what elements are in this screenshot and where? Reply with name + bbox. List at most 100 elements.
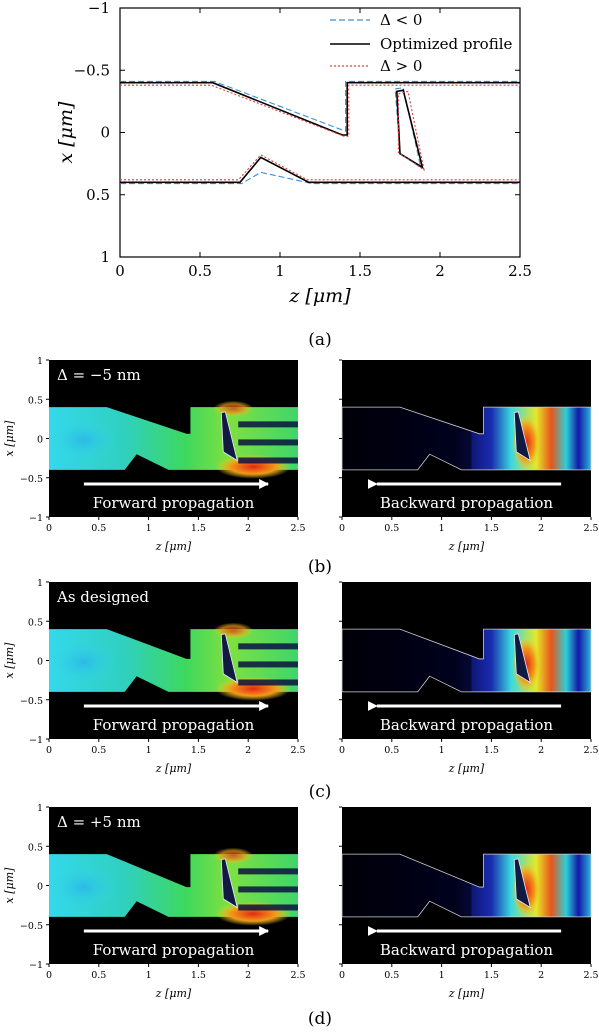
y-axis-label: x [μm]	[3, 420, 16, 457]
field-cold-spot	[49, 865, 118, 910]
profile-top-edge-1	[120, 81, 520, 136]
legend-label: Optimized profile	[380, 35, 513, 53]
profile-bottom-edge-1	[120, 156, 520, 184]
x-tick-label: 1	[275, 262, 285, 280]
x-tick-label: 1.5	[191, 970, 206, 981]
y-tick-label: 1	[100, 248, 110, 266]
y-tick-label: −1	[88, 0, 110, 17]
forward-label: Forward propagation	[93, 716, 255, 734]
x-tick-label: 2	[538, 523, 544, 534]
field-hot-spot	[213, 400, 254, 417]
x-tick-label: 0.5	[384, 523, 399, 534]
pillar-outline	[513, 411, 531, 462]
pillar-outline	[220, 858, 238, 909]
x-tick-label: 0	[46, 523, 52, 534]
x-tick-label: 0	[339, 523, 345, 534]
x-tick-label: 1	[146, 970, 152, 981]
legend-label: Δ < 0	[380, 11, 422, 29]
x-tick-label: 2	[538, 970, 544, 981]
x-tick-label: 1.5	[484, 970, 499, 981]
x-tick-label: 1.5	[191, 745, 206, 756]
y-tick-label: 0.5	[28, 395, 43, 406]
pillar-outline	[513, 633, 531, 684]
field-node-band	[238, 439, 298, 446]
field-dark-region	[342, 629, 472, 692]
x-tick-label: 1.5	[348, 262, 372, 280]
x-axis-label: z [μm]	[448, 762, 485, 775]
y-axis-label: x [μm]	[3, 642, 16, 679]
y-tick-label: 0	[100, 124, 110, 142]
field-node-band	[238, 661, 298, 668]
chart-field-minus5: 0 0.5 1 1.5 2 2.5z [μm]10.50−0.5−1x [μm]Δ = −…	[3, 356, 599, 553]
x-tick-label: 2	[245, 970, 251, 981]
waveguide-outline	[341, 853, 592, 918]
x-tick-label: 0.5	[91, 523, 106, 534]
y-tick-label: 1	[37, 578, 43, 589]
x-tick-label: 1.5	[484, 523, 499, 534]
panel-annotation: Δ = +5 nm	[57, 813, 141, 831]
x-axis-label: z [μm]	[155, 762, 192, 775]
field-node-band	[238, 868, 298, 875]
x-axis-label: z [μm]	[155, 987, 192, 1000]
backward-label: Backward propagation	[380, 941, 554, 959]
x-tick-label: 1	[439, 745, 445, 756]
x-tick-label: 2.5	[290, 745, 305, 756]
pillar-outline	[220, 411, 238, 462]
panel-annotation: As designed	[56, 588, 149, 606]
pillar-outline	[513, 858, 531, 909]
x-tick-label: 1	[439, 523, 445, 534]
profile-top-edge-0	[120, 80, 520, 133]
y-tick-label: 0	[37, 882, 43, 893]
x-tick-label: 2	[538, 745, 544, 756]
pillar-outline	[220, 633, 238, 684]
x-tick-label: 2.5	[508, 262, 532, 280]
x-axis-label: z [μm]	[448, 540, 485, 553]
field-node-band	[238, 457, 298, 464]
y-tick-label: −1	[29, 960, 43, 971]
x-tick-label: 2	[435, 262, 445, 280]
y-tick-label: 0.5	[28, 617, 43, 628]
field-node-band	[238, 421, 298, 428]
profile-bottom-edge-2	[120, 154, 520, 181]
x-tick-label: 0.5	[384, 745, 399, 756]
field-dark-region	[342, 407, 472, 470]
backward-label: Backward propagation	[380, 716, 554, 734]
y-axis-label: x [μm]	[3, 867, 16, 904]
y-tick-label: 0.5	[28, 842, 43, 853]
field-hot-spot	[213, 622, 254, 639]
x-tick-label: 0.5	[91, 970, 106, 981]
field-node-band	[238, 904, 298, 911]
y-tick-label: −0.5	[74, 61, 110, 79]
panel-caption: (b)	[308, 557, 332, 577]
chart-profile: 0 0.5 1 1.5 2 2.5−1−0.500.51z [μm]x [μm]Δ < 0…	[55, 0, 532, 307]
x-tick-label: 0	[115, 262, 125, 280]
x-tick-label: 0	[339, 745, 345, 756]
field-cold-spot	[49, 418, 118, 463]
panel-annotation: Δ = −5 nm	[57, 366, 141, 384]
chart-field-designed: 0 0.5 1 1.5 2 2.5z [μm]10.50−0.5−1x [μm]As de…	[3, 578, 599, 775]
field-hot-spot	[213, 847, 254, 864]
field-node-band	[238, 643, 298, 650]
y-tick-label: −1	[29, 735, 43, 746]
x-tick-label: 0.5	[384, 970, 399, 981]
x-axis-label: z [μm]	[288, 285, 351, 307]
y-tick-label: 0	[37, 435, 43, 446]
x-axis-label: z [μm]	[155, 540, 192, 553]
x-tick-label: 1.5	[191, 523, 206, 534]
x-tick-label: 2.5	[583, 523, 598, 534]
x-tick-label: 0	[46, 970, 52, 981]
field-node-band	[238, 886, 298, 893]
y-axis-label: x [μm]	[55, 101, 77, 164]
x-tick-label: 2.5	[290, 523, 305, 534]
waveguide-outline	[341, 406, 592, 471]
y-tick-label: 1	[37, 356, 43, 367]
x-tick-label: 1	[146, 745, 152, 756]
profile-bottom-edge-0	[120, 171, 520, 185]
x-tick-label: 0.5	[188, 262, 212, 280]
waveguide-outline	[341, 628, 592, 693]
x-tick-label: 0	[46, 745, 52, 756]
x-tick-label: 1.5	[484, 745, 499, 756]
profile-top-edge-2	[120, 84, 520, 137]
chart-field-plus5: 0 0.5 1 1.5 2 2.5z [μm]10.50−0.5−1x [μm]Δ = +…	[3, 803, 599, 1000]
